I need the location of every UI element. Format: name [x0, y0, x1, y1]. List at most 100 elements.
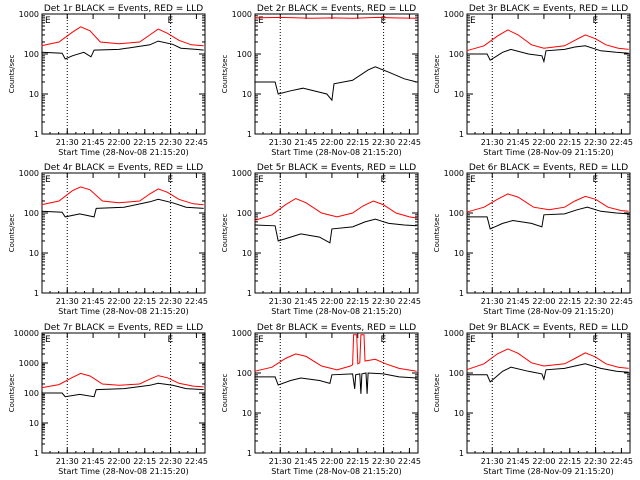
y-axis-label: Counts/sec — [433, 55, 441, 94]
y-tick-label: 1000 — [444, 329, 464, 338]
x-tick-label: 22:00 — [532, 297, 555, 306]
x-tick-label: 22:15 — [133, 457, 156, 466]
series-line-events — [466, 45, 629, 64]
series-line-lld — [41, 186, 204, 206]
x-tick-label: 22:45 — [398, 297, 421, 306]
x-axis-label: Start Time (28-Nov-09 21:15:20) — [483, 467, 613, 476]
x-tick-label: 21:45 — [295, 457, 318, 466]
chart-panel-7: Det 7r BLACK = Events, RED = LLD 1 10 100 10… — [8, 323, 208, 476]
y-tick-label: 100 — [449, 369, 464, 378]
y-tick-label: 1000 — [19, 359, 39, 368]
x-tick-label: 22:30 — [159, 457, 182, 466]
x-tick-label: 21:30 — [481, 138, 504, 147]
chart-panel-6: Det 6r BLACK = Events, RED = LLD 1 10 100 10… — [433, 163, 633, 316]
x-tick-label: 21:30 — [481, 297, 504, 306]
chart-title: Det 7r BLACK = Events, RED = LLD — [44, 323, 203, 333]
e-marker-label: E — [470, 16, 476, 26]
e-marker-label: E — [258, 175, 264, 185]
plot-frame — [41, 332, 206, 454]
x-tick-label: 21:45 — [82, 297, 105, 306]
y-tick-label: 10 — [29, 90, 39, 99]
y-tick-label: 1 — [459, 130, 464, 139]
x-tick-label: 22:15 — [346, 457, 369, 466]
y-axis-label: Counts/sec — [8, 55, 16, 94]
x-tick-label: 21:30 — [481, 457, 504, 466]
y-tick-label: 10 — [29, 419, 39, 428]
y-tick-label: 100 — [24, 50, 39, 59]
series-line-lld — [466, 193, 629, 213]
x-tick-label: 22:45 — [185, 138, 208, 147]
plot-frame — [254, 172, 419, 294]
y-tick-label: 1000 — [232, 329, 252, 338]
x-tick-label: 22:45 — [610, 138, 633, 147]
x-axis-label: Start Time (28-Nov-09 21:15:20) — [483, 307, 613, 316]
series-line-events — [254, 66, 417, 102]
x-axis-label: Start Time (28-Nov-08 21:15:20) — [271, 307, 401, 316]
x-tick-label: 22:15 — [346, 138, 369, 147]
x-tick-label: 22:00 — [107, 457, 130, 466]
y-tick-label: 1 — [34, 289, 39, 298]
y-tick-label: 10 — [242, 249, 252, 258]
x-axis-label: Start Time (28-Nov-09 21:15:20) — [483, 148, 613, 157]
y-tick-label: 1 — [34, 130, 39, 139]
y-tick-label: 1 — [247, 289, 252, 298]
x-axis-label: Start Time (28-Nov-08 21:15:20) — [58, 307, 188, 316]
series-line-lld — [254, 16, 417, 19]
x-tick-label: 22:15 — [133, 138, 156, 147]
x-tick-label: 21:45 — [507, 457, 530, 466]
series-line-events — [466, 206, 629, 230]
y-tick-label: 10 — [29, 249, 39, 258]
y-tick-label: 100 — [24, 209, 39, 218]
x-tick-label: 22:30 — [159, 297, 182, 306]
y-tick-label: 100 — [237, 50, 252, 59]
x-tick-label: 22:30 — [372, 457, 395, 466]
plot-frame — [254, 13, 419, 135]
y-axis-label: Counts/sec — [221, 374, 229, 413]
y-axis-label: Counts/sec — [8, 374, 16, 413]
y-axis-label: Counts/sec — [433, 214, 441, 253]
x-tick-label: 22:30 — [584, 457, 607, 466]
x-tick-label: 22:00 — [532, 457, 555, 466]
x-axis-label: Start Time (28-Nov-08 21:15:20) — [58, 467, 188, 476]
y-tick-label: 1 — [34, 449, 39, 458]
chart-panel-2: Det 2r BLACK = Events, RED = LLD 1 10 100 10… — [221, 4, 421, 157]
x-tick-label: 21:30 — [56, 138, 79, 147]
y-axis-label: Counts/sec — [8, 214, 16, 253]
chart-title: Det 3r BLACK = Events, RED = LLD — [469, 4, 628, 14]
chart-panel-1: Det 1r BLACK = Events, RED = LLD 1 10 100 10… — [8, 4, 208, 157]
y-axis-label: Counts/sec — [433, 374, 441, 413]
chart-panel-4: Det 4r BLACK = Events, RED = LLD 1 10 100 10… — [8, 163, 208, 316]
y-tick-label: 100 — [24, 389, 39, 398]
chart-title: Det 1r BLACK = Events, RED = LLD — [44, 4, 203, 14]
y-tick-label: 1 — [459, 289, 464, 298]
plot-frame — [466, 13, 631, 135]
x-tick-label: 22:45 — [398, 138, 421, 147]
x-tick-label: 22:00 — [107, 297, 130, 306]
series-line-events — [41, 198, 204, 218]
e-marker-label: E — [258, 16, 264, 26]
e-marker-label: E — [45, 335, 51, 345]
chart-title: Det 8r BLACK = Events, RED = LLD — [257, 323, 416, 333]
e-marker-label: E — [45, 16, 51, 26]
x-tick-label: 22:30 — [372, 297, 395, 306]
x-tick-label: 22:45 — [185, 297, 208, 306]
y-tick-label: 1000 — [232, 169, 252, 178]
y-tick-label: 100 — [449, 209, 464, 218]
x-tick-label: 22:00 — [107, 138, 130, 147]
series-line-events — [254, 218, 417, 244]
x-tick-label: 22:30 — [584, 138, 607, 147]
e-marker-label: E — [470, 175, 476, 185]
chart-title: Det 4r BLACK = Events, RED = LLD — [44, 163, 203, 173]
y-tick-label: 10 — [242, 409, 252, 418]
series-line-events — [466, 363, 629, 383]
x-tick-label: 22:30 — [584, 297, 607, 306]
y-tick-label: 1 — [247, 449, 252, 458]
y-tick-label: 1000 — [444, 169, 464, 178]
e-marker-label: E — [258, 335, 264, 345]
x-tick-label: 22:00 — [320, 297, 343, 306]
series-line-lld — [254, 334, 417, 372]
x-tick-label: 22:45 — [610, 297, 633, 306]
series-line-events — [41, 382, 204, 398]
x-tick-label: 21:30 — [269, 297, 292, 306]
series-line-lld — [466, 29, 629, 52]
